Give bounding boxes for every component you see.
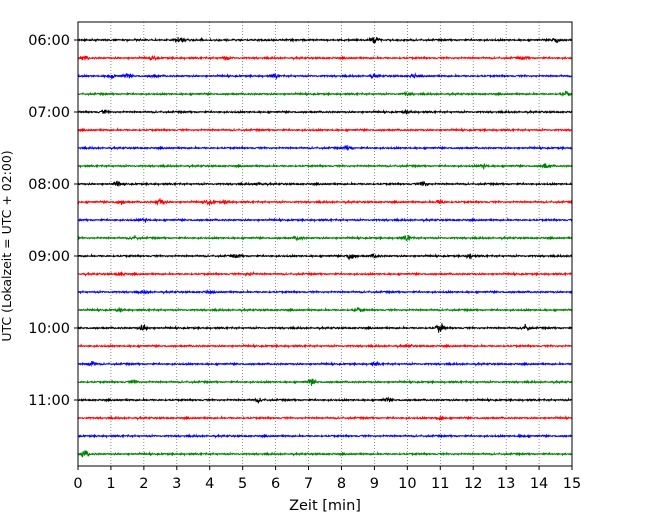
x-tick-label: 15 bbox=[563, 476, 581, 492]
trace-1045 bbox=[77, 378, 573, 386]
y-tick-label: 06:00 bbox=[28, 33, 70, 49]
plot-frame bbox=[77, 21, 573, 467]
x-tick-label: 11 bbox=[431, 476, 449, 492]
x-tick-label: 6 bbox=[271, 476, 280, 492]
trace-1130 bbox=[77, 433, 573, 439]
x-tick-label: 7 bbox=[304, 476, 313, 492]
y-axis-label: UTC (Lokalzeit = UTC + 02:00) bbox=[0, 150, 14, 341]
trace-1145 bbox=[77, 450, 573, 458]
y-tick-label: 10:00 bbox=[28, 321, 70, 337]
x-axis-label: Zeit [min] bbox=[289, 498, 361, 514]
trace-0915 bbox=[77, 270, 573, 278]
x-tick-label: 0 bbox=[73, 476, 82, 492]
x-tick-label: 14 bbox=[530, 476, 548, 492]
x-tick-label: 2 bbox=[139, 476, 148, 492]
trace-0830 bbox=[77, 217, 573, 223]
trace-1030 bbox=[77, 360, 573, 368]
x-tick-label: 1 bbox=[106, 476, 115, 492]
trace-0930 bbox=[77, 289, 573, 296]
trace-0815 bbox=[77, 198, 573, 206]
x-tick-label: 9 bbox=[370, 476, 379, 492]
trace-1015 bbox=[77, 342, 573, 349]
y-tick-label: 09:00 bbox=[28, 249, 70, 265]
trace-0600 bbox=[77, 36, 573, 44]
x-tick-label: 3 bbox=[172, 476, 181, 492]
trace-0945 bbox=[77, 306, 573, 313]
trace-1115 bbox=[77, 415, 573, 421]
trace-0700 bbox=[77, 108, 573, 115]
trace-1100 bbox=[77, 396, 573, 405]
x-tick-label: 12 bbox=[464, 476, 482, 492]
trace-0900 bbox=[77, 252, 573, 261]
trace-0630 bbox=[77, 72, 573, 81]
trace-0730 bbox=[77, 144, 573, 151]
trace-0615 bbox=[77, 54, 573, 62]
trace-0645 bbox=[77, 90, 573, 97]
x-tick-label: 13 bbox=[497, 476, 515, 492]
y-axis-ticks: 06:00 07:00 08:00 09:00 10:00 11:00 bbox=[28, 33, 78, 409]
x-tick-label: 4 bbox=[205, 476, 214, 492]
trace-0800 bbox=[77, 180, 573, 187]
trace-1000 bbox=[77, 323, 573, 333]
traces bbox=[77, 36, 573, 458]
y-tick-label: 11:00 bbox=[28, 393, 70, 409]
x-axis-ticks: 0 1 2 3 4 5 6 7 8 9 10 11 12 13 14 15 bbox=[73, 466, 581, 492]
x-tick-label: 8 bbox=[337, 476, 346, 492]
trace-0745 bbox=[77, 162, 573, 170]
x-tick-label: 5 bbox=[238, 476, 247, 492]
x-tick-label: 10 bbox=[398, 476, 416, 492]
trace-0845 bbox=[77, 234, 573, 242]
trace-0715 bbox=[77, 127, 573, 133]
y-tick-label: 08:00 bbox=[28, 177, 70, 193]
y-tick-label: 07:00 bbox=[28, 105, 70, 121]
vertical-grid bbox=[110, 22, 540, 466]
